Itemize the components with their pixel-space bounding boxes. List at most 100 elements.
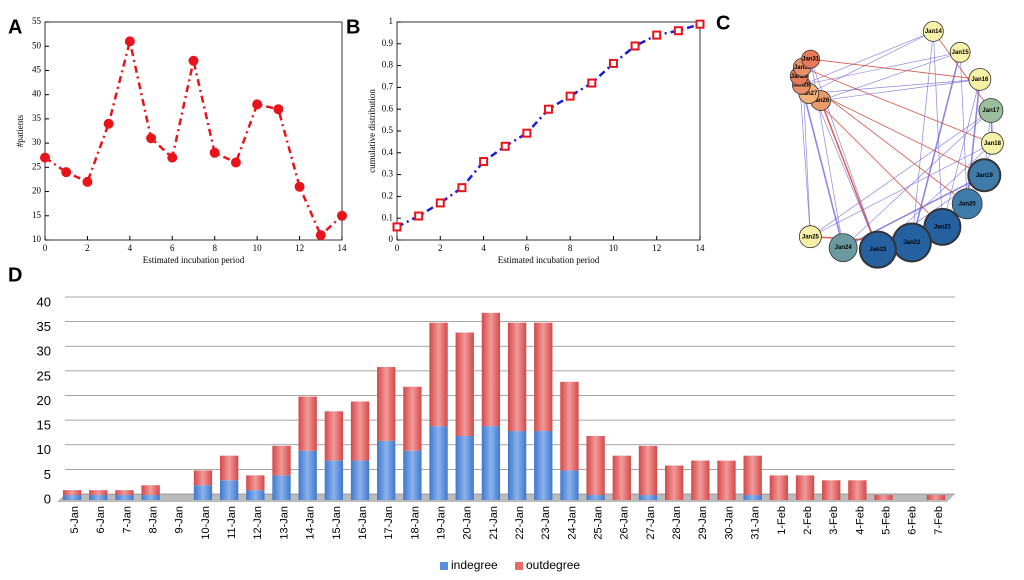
node-label: Jan19 bbox=[976, 173, 994, 179]
bar-segment bbox=[141, 495, 160, 500]
x-tick-label: 8 bbox=[568, 243, 573, 253]
edge bbox=[808, 79, 980, 94]
edge bbox=[801, 51, 961, 86]
bar-segment bbox=[926, 495, 946, 500]
x-tick-label: 13-Jan bbox=[278, 506, 290, 540]
y-tick-label: 50 bbox=[32, 40, 42, 50]
x-tick-label: 4 bbox=[128, 243, 133, 253]
x-axis-label: Estimated incubation period bbox=[498, 255, 600, 265]
bar-segment bbox=[219, 455, 239, 481]
node bbox=[967, 158, 1002, 193]
edge bbox=[820, 100, 879, 250]
x-tick-label: 9-Jan bbox=[174, 506, 186, 534]
x-tick-label: 16-Jan bbox=[357, 506, 369, 540]
node bbox=[951, 188, 983, 220]
x-tick-label: 2 bbox=[85, 243, 90, 253]
node-label: Jan15 bbox=[952, 50, 970, 56]
bar-segment bbox=[62, 490, 82, 496]
bar-segment bbox=[219, 480, 239, 500]
y-tick-label: 0.1 bbox=[382, 212, 393, 222]
bar-segment bbox=[455, 332, 474, 436]
y-tick-label: 0 bbox=[389, 234, 394, 244]
x-tick-label: 26-Jan bbox=[619, 506, 631, 540]
marker bbox=[544, 104, 553, 114]
x-tick-label: 27-Jan bbox=[645, 506, 657, 540]
node-label: Jan16 bbox=[971, 77, 989, 83]
bar-segment bbox=[691, 460, 710, 500]
x-tick-label: 4 bbox=[481, 243, 486, 253]
marker bbox=[587, 78, 597, 88]
x-tick-label: 2-Feb bbox=[802, 506, 814, 535]
marker bbox=[608, 58, 618, 68]
y-tick-label: 15 bbox=[32, 210, 42, 220]
x-tick-label: 14 bbox=[696, 243, 706, 253]
marker bbox=[103, 118, 114, 129]
x-tick-label: 14-Jan bbox=[305, 506, 317, 540]
y-tick-label: 0.9 bbox=[382, 38, 394, 48]
edge bbox=[798, 76, 811, 237]
x-tick-label: 7-Jan bbox=[121, 506, 133, 534]
x-tick-label: 15-Jan bbox=[331, 506, 343, 540]
edge bbox=[933, 31, 992, 111]
edge bbox=[810, 58, 980, 80]
edge bbox=[802, 66, 993, 144]
x-tick-label: 17-Jan bbox=[383, 506, 395, 540]
marker bbox=[479, 157, 489, 167]
node-label: Jan31 bbox=[802, 57, 820, 63]
y-tick-label: 35 bbox=[32, 113, 42, 123]
node-label: Jan22 bbox=[903, 240, 921, 246]
edge bbox=[959, 52, 968, 204]
y-tick-label: 0.4 bbox=[382, 147, 394, 157]
bar-segment bbox=[141, 485, 160, 496]
bar-segment bbox=[193, 470, 213, 486]
marker bbox=[40, 152, 50, 163]
y-tick-label: 1 bbox=[389, 16, 394, 26]
panel-label: B bbox=[346, 16, 360, 38]
edge bbox=[932, 31, 943, 227]
marker bbox=[273, 104, 284, 115]
y-tick-label: 0.7 bbox=[382, 81, 394, 91]
plot-frame bbox=[44, 21, 343, 241]
marker bbox=[167, 152, 178, 163]
node-label: Jan25 bbox=[802, 234, 820, 240]
y-tick-label: 10 bbox=[32, 234, 42, 244]
y-tick-label: 0.5 bbox=[382, 125, 394, 135]
x-tick-label: 22-Jan bbox=[514, 506, 526, 540]
node-label: Jan17 bbox=[982, 108, 1000, 114]
edge bbox=[810, 142, 993, 238]
node bbox=[978, 98, 1004, 123]
x-tick-label: 8 bbox=[212, 243, 217, 253]
bar-segment bbox=[848, 480, 867, 500]
bar-segment bbox=[298, 396, 317, 451]
y-tick-label: 25 bbox=[37, 368, 51, 383]
x-tick-label: 14 bbox=[338, 243, 348, 253]
y-tick-label: 0.2 bbox=[382, 190, 393, 200]
x-tick-label: 5-Feb bbox=[880, 506, 892, 535]
node bbox=[922, 21, 944, 42]
marker bbox=[522, 128, 532, 138]
y-tick-label: 0 bbox=[44, 491, 51, 506]
marker bbox=[252, 99, 263, 110]
x-tick-label: 23-Jan bbox=[540, 506, 552, 540]
y-axis-label: #patients bbox=[15, 114, 25, 147]
node-label: Jan18 bbox=[984, 141, 1002, 147]
edge bbox=[801, 84, 985, 176]
y-tick-label: 20 bbox=[32, 186, 42, 196]
x-tick-label: 4-Feb bbox=[854, 506, 866, 535]
y-tick-label: 10 bbox=[37, 442, 51, 457]
panel-label: C bbox=[716, 12, 730, 34]
bar-segment bbox=[560, 381, 579, 471]
y-tick-label: 0.3 bbox=[382, 169, 394, 179]
bar-segment bbox=[350, 401, 370, 461]
bar-segment bbox=[350, 460, 370, 500]
node-label: Jan27 bbox=[800, 91, 818, 97]
floor bbox=[57, 494, 955, 502]
x-tick-label: 10-Jan bbox=[200, 506, 212, 540]
marker bbox=[673, 26, 683, 36]
marker bbox=[294, 181, 305, 192]
marker bbox=[315, 230, 326, 241]
legend-swatch bbox=[440, 562, 448, 570]
x-tick-label: 5-Jan bbox=[69, 506, 81, 534]
bar-segment bbox=[717, 460, 736, 500]
marker bbox=[82, 176, 93, 187]
